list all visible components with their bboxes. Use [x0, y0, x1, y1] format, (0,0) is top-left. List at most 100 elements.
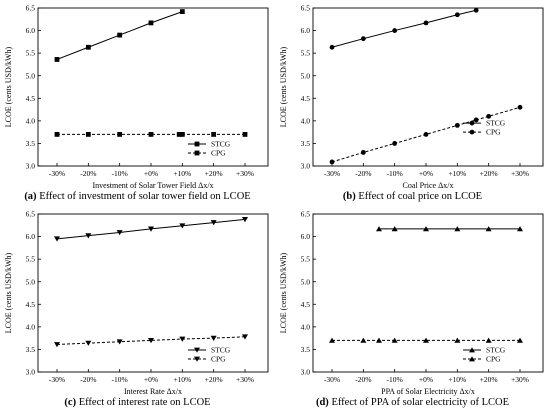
chart-a-ytick-label: 4.0: [26, 116, 36, 125]
chart-panel-a: 3.0 3.5 4.0 4.5 5.0 5.5 6.0 6.5 -30% -20% -10% +0% +…: [0, 0, 275, 206]
chart-c-ytick-label: 6.0: [26, 232, 36, 241]
chart-c-ytick-label: 6.5: [26, 210, 36, 219]
chart-d-xtick-label: +0%: [419, 375, 433, 384]
chart-a-cpg-point: [211, 132, 217, 137]
chart-a-ytick-label: 6.0: [26, 26, 36, 35]
chart-c-stcg-point: [148, 226, 154, 232]
chart-a-series-stcg: [54, 9, 185, 62]
chart-c-stcg-point: [179, 223, 186, 229]
chart-c-cpg-point: [54, 342, 60, 348]
chart-b-cpg-point: [329, 159, 335, 165]
chart-a-stcg-point: [117, 32, 123, 38]
chart-a-series-cpg: [54, 132, 248, 137]
chart-d-xtick-label: -20%: [355, 375, 371, 384]
chart-a-cpg-point: [85, 132, 91, 137]
chart-d-legend-marker: [469, 356, 475, 362]
chart-a-legend-label: CPG: [211, 149, 226, 158]
chart-c-panel-label: (c): [64, 397, 77, 408]
chart-a-legend-marker: [194, 150, 200, 156]
chart-a-xtick-label: +10%: [173, 169, 191, 178]
chart-c-series-cpg: [54, 334, 248, 348]
chart-d-cpg-point: [376, 337, 382, 343]
chart-a-stcg-point: [85, 44, 91, 50]
chart-b-ylabel: LCOE (cents USD/kWh): [279, 46, 288, 127]
chart-b-stcg-point: [392, 28, 398, 33]
chart-d-ytick-label: 5.0: [301, 277, 311, 286]
chart-c-xtick-label: +10%: [173, 375, 191, 384]
chart-c-stcg-point: [85, 233, 92, 239]
chart-d-cpg-point: [423, 337, 429, 343]
chart-b-cpg-point: [360, 150, 366, 155]
chart-b-caption: (b) Effect of coal price on LCOE: [275, 191, 550, 202]
chart-a-cpg-point: [54, 132, 60, 137]
chart-d-legend-label: CPG: [486, 355, 501, 364]
chart-d-ytick-label: 3.5: [301, 345, 311, 354]
chart-b-legend-label: CPG: [486, 128, 501, 137]
chart-a-xlabel: Investment of Solar Tower Field Δx/x: [92, 181, 213, 190]
chart-c-cpg-point: [116, 339, 123, 345]
chart-d-ytick-label: 3.0: [301, 368, 311, 377]
chart-d-xtick-label: +20%: [480, 375, 498, 384]
chart-b-panel-label: (b): [342, 191, 356, 202]
chart-b-xtick-label: -30%: [324, 169, 340, 178]
chart-b-series-cpg: [329, 104, 523, 165]
chart-d-xtick-label: -10%: [387, 375, 403, 384]
chart-b-cpg-point: [423, 132, 429, 137]
chart-d-stcg-point: [517, 226, 523, 232]
chart-b-cpg-point: [473, 117, 479, 123]
chart-d-ytick-label: 6.0: [301, 232, 311, 241]
chart-b-legend-marker: [469, 129, 475, 135]
chart-a-cpg-point: [242, 132, 248, 137]
chart-b-xtick-label: -10%: [387, 169, 403, 178]
chart-b-stcg-point: [360, 36, 366, 42]
chart-a-ytick-label: 4.5: [26, 94, 36, 103]
chart-d-cpg-point: [517, 337, 523, 343]
chart-d-ylabel: LCOE (cents USD/kWh): [279, 252, 288, 333]
chart-a-frame: [37, 7, 269, 167]
chart-c-frame: [37, 213, 269, 373]
chart-b-ytick-label: 3.5: [301, 139, 311, 148]
chart-d-xlabel: PPA of Solar Electricity Δx/x: [381, 387, 475, 396]
chart-d-series-stcg: [376, 226, 523, 232]
chart-c-cpg-point: [85, 340, 92, 346]
chart-c-caption-text: Effect of interest rate on LCOE: [78, 397, 211, 408]
chart-c-ytick-label: 3.5: [26, 345, 36, 354]
chart-a-stcg-point: [54, 57, 60, 62]
chart-b-legend-label: STCG: [486, 119, 506, 128]
chart-c-cpg-point: [148, 338, 154, 344]
chart-c-ytick-label: 5.0: [26, 277, 36, 286]
chart-b-stcg-point: [329, 44, 335, 50]
chart-a-xtick-label: +0%: [144, 169, 158, 178]
chart-d-ytick-label: 4.5: [301, 300, 311, 309]
chart-a-ytick-label: 3.5: [26, 139, 36, 148]
chart-a-legend-label: STCG: [211, 140, 231, 149]
chart-a-cpg-point: [179, 132, 185, 137]
chart-c-cpg-point: [210, 335, 217, 341]
chart-c-legend-marker: [194, 356, 200, 362]
chart-b-ytick-label: 4.5: [301, 94, 311, 103]
chart-d-xtick-label: +30%: [511, 375, 529, 384]
chart-c-ylabel: LCOE (cents USD/kWh): [4, 252, 13, 333]
chart-b-stcg-point: [454, 12, 460, 18]
chart-c-caption: (c) Effect of interest rate on LCOE: [0, 397, 275, 408]
chart-c-ytick-label: 3.0: [26, 368, 36, 377]
chart-b-ytick-label: 6.0: [301, 26, 311, 35]
chart-d-cpg-point: [329, 337, 335, 343]
chart-b-ytick-label: 3.0: [301, 162, 311, 171]
chart-b-cpg-point: [486, 113, 492, 119]
chart-c-legend-marker: [194, 347, 200, 353]
chart-d-ytick-label: 5.5: [301, 255, 311, 264]
chart-a-ytick-label: 5.5: [26, 49, 36, 58]
chart-d-cpg-point: [360, 337, 367, 343]
chart-c-xtick-label: -10%: [112, 375, 128, 384]
chart-b-series-stcg: [329, 7, 479, 50]
chart-b-xtick-label: -20%: [355, 169, 371, 178]
chart-c-xtick-label: +20%: [205, 375, 223, 384]
chart-b-xtick-label: +20%: [480, 169, 498, 178]
chart-d-ytick-label: 6.5: [301, 210, 311, 219]
chart-c-legend-label: STCG: [211, 346, 231, 355]
chart-d-series-cpg: [329, 337, 523, 343]
chart-a-legend-marker: [194, 141, 200, 147]
chart-a-cpg-point: [176, 132, 182, 137]
